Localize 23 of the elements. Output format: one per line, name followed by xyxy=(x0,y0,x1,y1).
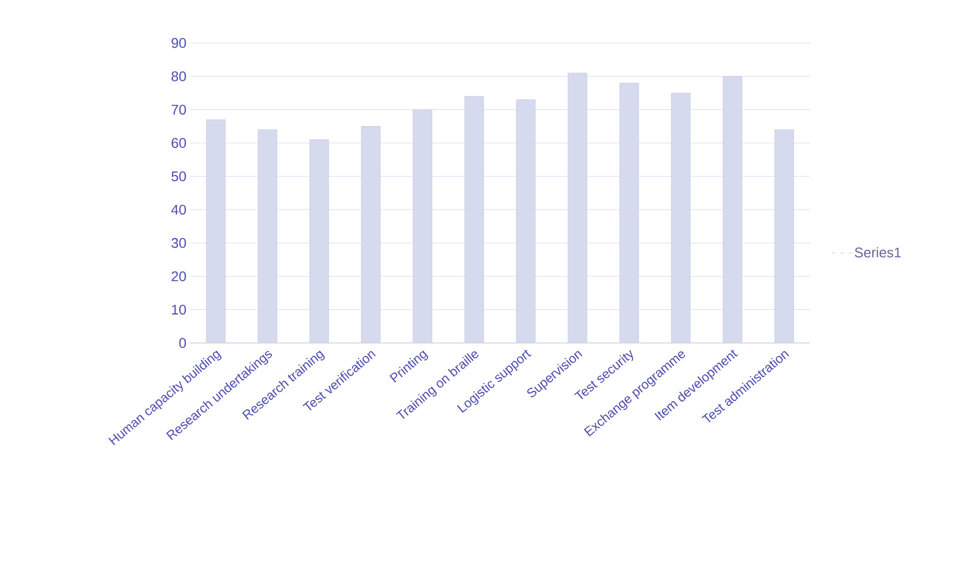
bar xyxy=(516,99,536,343)
y-tick-label: 90 xyxy=(172,38,186,48)
legend-label: Series1 xyxy=(854,247,901,258)
y-tick-label: 0 xyxy=(179,338,186,348)
bar xyxy=(568,72,588,343)
bar xyxy=(412,109,432,343)
bar xyxy=(206,119,226,343)
bar xyxy=(774,129,794,343)
bar xyxy=(722,76,742,343)
y-tick-label: 40 xyxy=(171,204,186,215)
bar xyxy=(309,139,329,343)
y-tick-label: 50 xyxy=(172,171,186,182)
y-tick-label: 60 xyxy=(172,138,186,148)
bar xyxy=(258,129,278,343)
y-tick-label: 20 xyxy=(172,271,186,282)
y-tick-label: 30 xyxy=(172,238,186,248)
bar xyxy=(619,82,639,343)
y-tick-label: 10 xyxy=(172,304,186,315)
bar xyxy=(361,126,381,343)
y-tick-label: 70 xyxy=(172,104,186,115)
bar xyxy=(671,92,691,343)
y-tick-label: 80 xyxy=(172,71,186,82)
bar xyxy=(464,96,484,343)
